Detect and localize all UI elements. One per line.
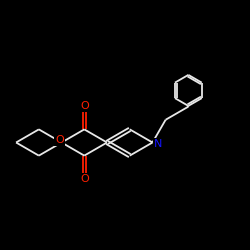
Text: O: O	[80, 174, 89, 184]
Text: O: O	[80, 102, 89, 112]
Text: O: O	[55, 135, 64, 145]
Text: N: N	[154, 139, 162, 149]
Text: O: O	[55, 135, 64, 145]
